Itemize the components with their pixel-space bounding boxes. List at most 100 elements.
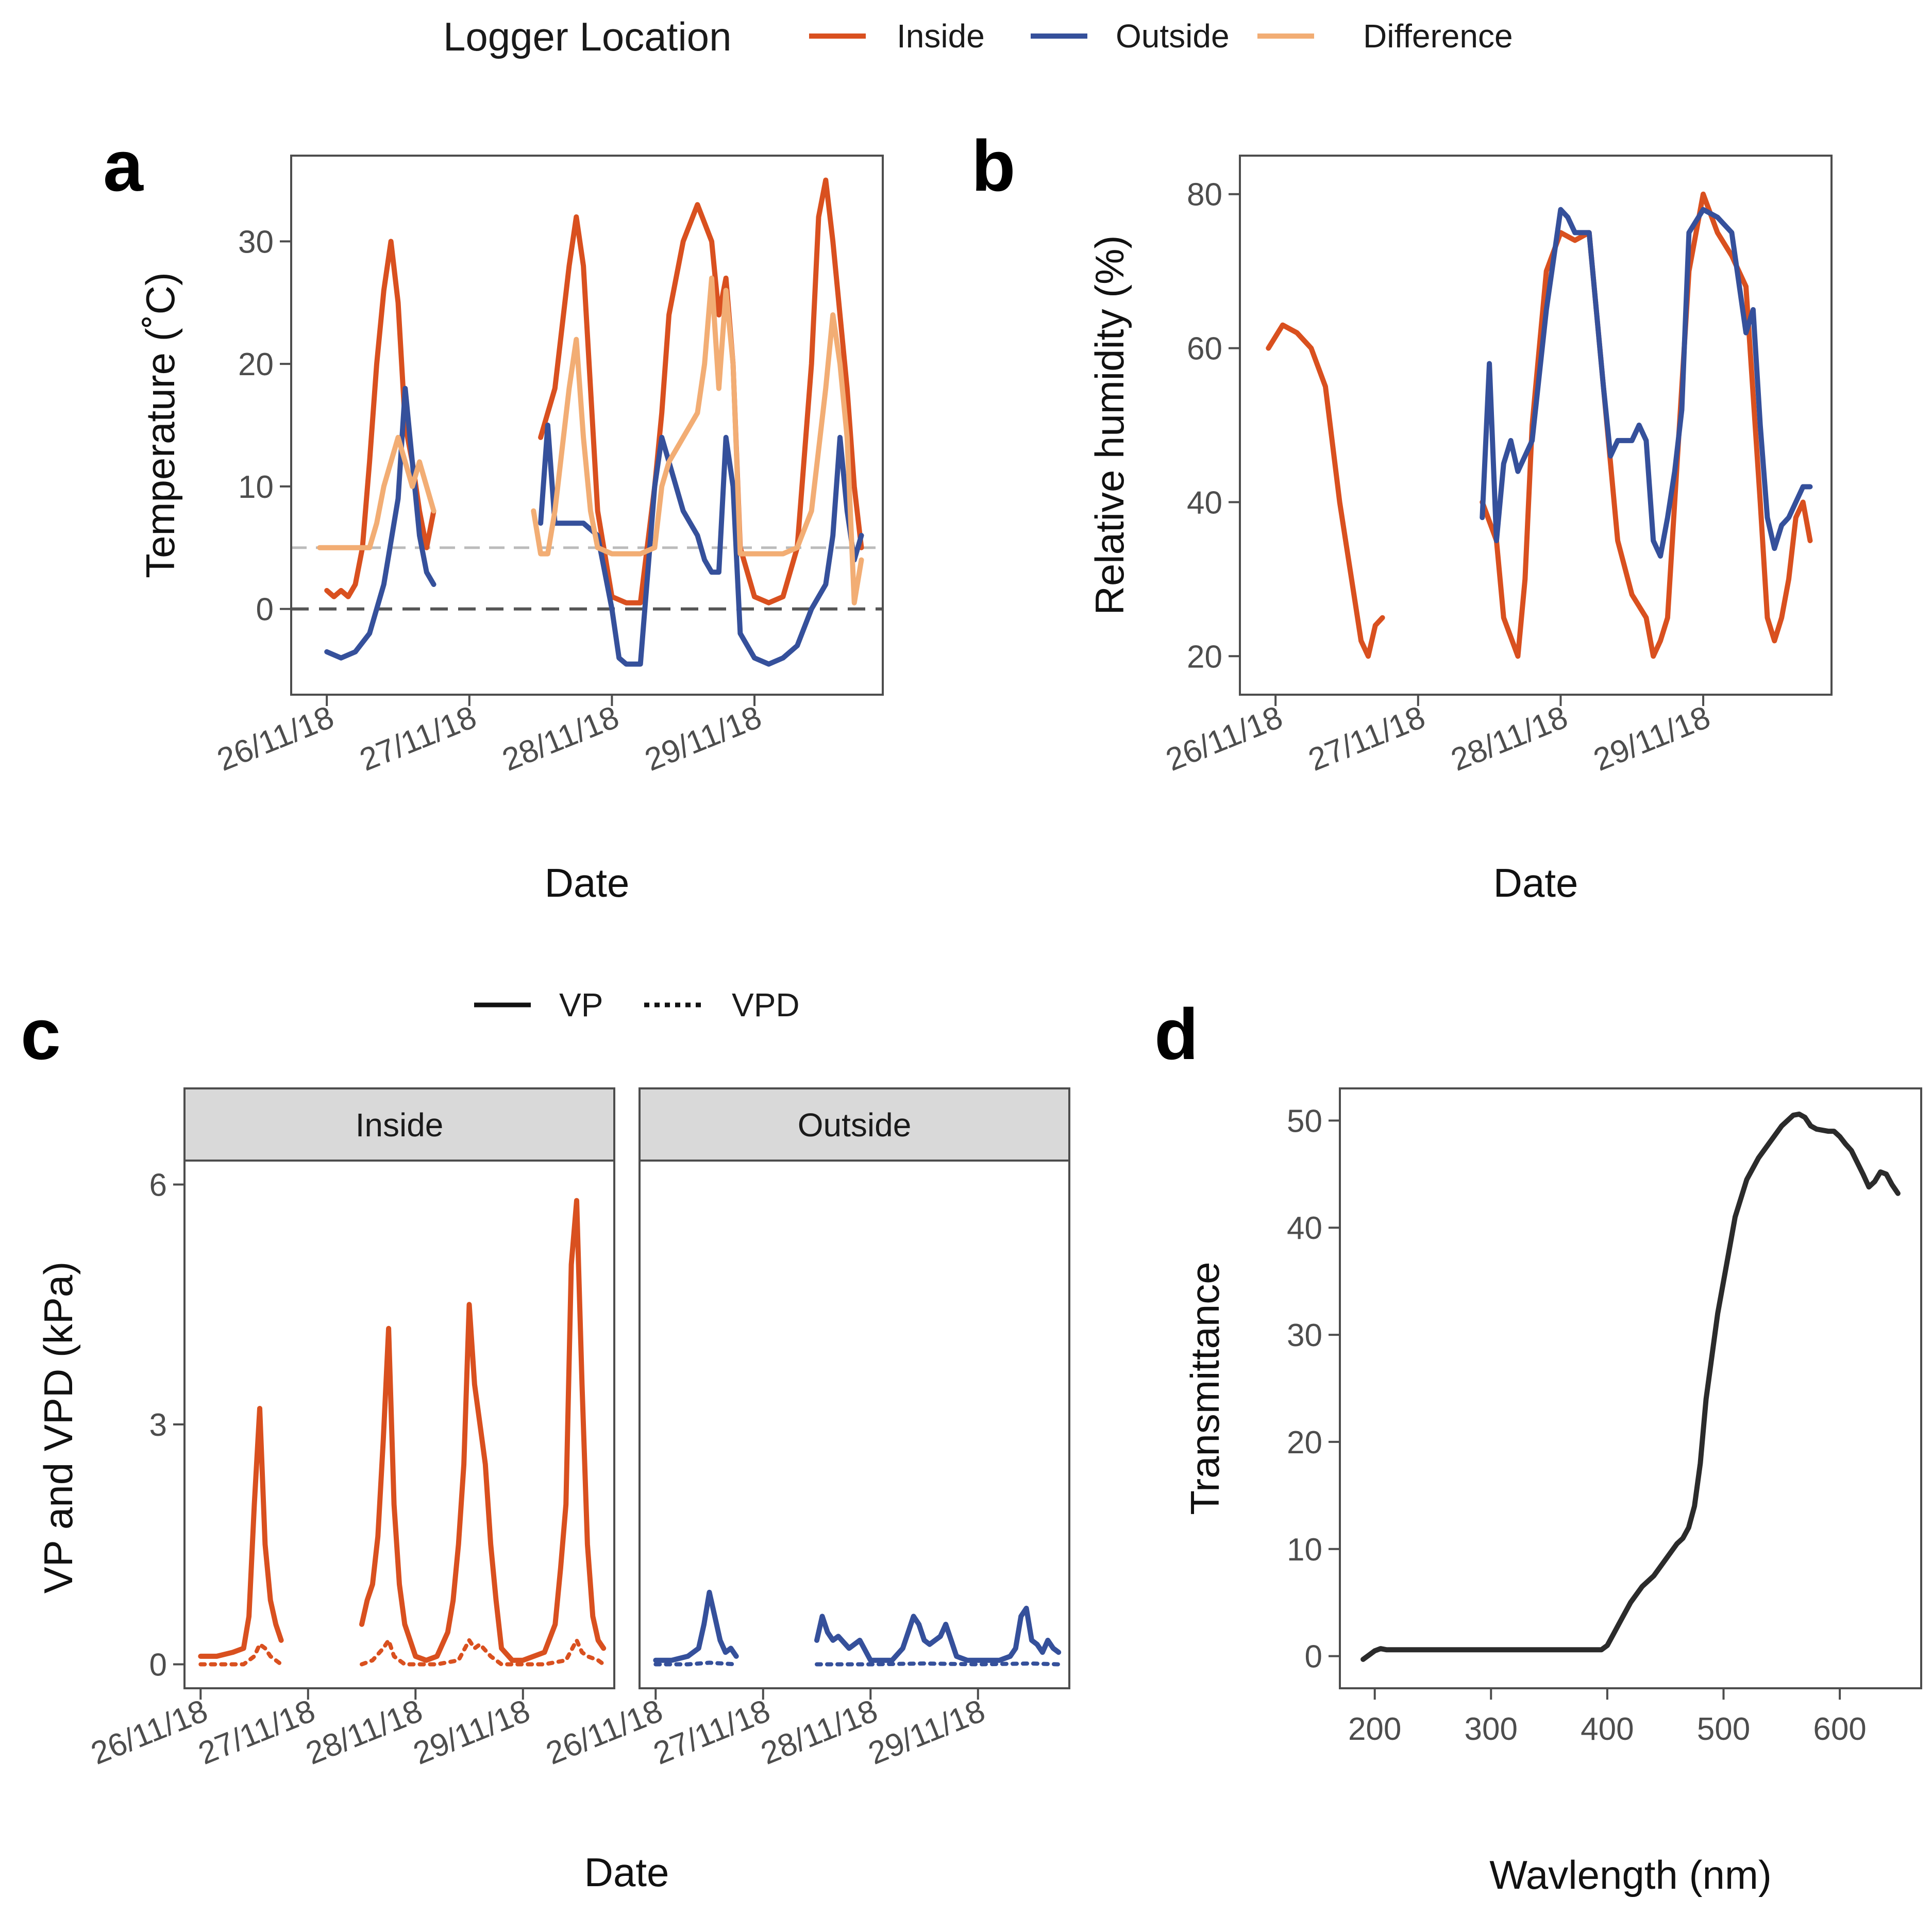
panel-c-inside-data [198, 1198, 607, 1667]
panel-b: 20 40 60 80 26/11/18 27/11/18 28/11/18 29/11/1… [1087, 155, 1833, 905]
panel-a: 0 10 20 30 26/11/18 27/11/18 28/11/18 29/11/18… [138, 155, 884, 905]
panel-d-y-title: Transmittance [1182, 1262, 1228, 1515]
panel-d-x-ticks: 200 300 400 500 600 [1348, 1688, 1867, 1747]
legend-c: VP VPD [474, 986, 800, 1023]
panel-c-outside-x-tick-label: 27/11/18 [649, 1693, 775, 1772]
panel-c-inside-series-vpd-line-2 [360, 1638, 606, 1667]
panel-c-inside-x-tick-label: 27/11/18 [194, 1693, 320, 1772]
legend-label-difference: Difference [1363, 18, 1513, 55]
panel-c-outside-series-vp-line-2 [814, 1605, 1062, 1663]
panel-a-y-tick-label: 10 [238, 469, 274, 505]
panel-a-series-outside-line-1 [324, 385, 436, 661]
panel-d-y-tick-label: 40 [1287, 1211, 1322, 1246]
panel-d-y-tick-label: 30 [1287, 1318, 1322, 1353]
legend-top: Logger Location Inside Outside Differenc… [443, 14, 1513, 59]
panel-c-outside-series-vp-line-1 [653, 1589, 739, 1663]
panel-d-data [1360, 1111, 1901, 1662]
panel-c-y-tick-label: 6 [149, 1168, 167, 1203]
panel-c-outside-data [653, 1589, 1062, 1667]
panel-c-inside-x-tick-label: 28/11/18 [301, 1693, 427, 1772]
panel-b-data [1266, 191, 1813, 659]
facet-strip-inside [183, 1087, 615, 1162]
panel-b-x-title: Date [1493, 860, 1578, 905]
panel-letter-b: b [971, 125, 1016, 206]
panel-c-y-tick-label: 3 [149, 1407, 167, 1443]
panel-c-outside-x-tick-label: 26/11/18 [541, 1693, 667, 1772]
panel-c-y-title: VP and VPD (kPa) [36, 1262, 81, 1594]
facet-strip-inside-label: Inside [356, 1106, 444, 1144]
panel-b-series-outside-line-1 [1480, 207, 1813, 559]
panel-b-x-tick-label: 29/11/18 [1589, 699, 1715, 778]
legend-label-inside: Inside [897, 18, 985, 55]
panel-d-y-tick-label: 20 [1287, 1425, 1322, 1460]
panel-d-series-transmittance-line-1 [1360, 1111, 1901, 1662]
panel-b-x-tick-label: 26/11/18 [1161, 699, 1287, 778]
panel-c-y-tick-label: 0 [149, 1647, 167, 1683]
panel-a-x-tick-label: 26/11/18 [212, 699, 339, 778]
panel-b-y-tick-label: 40 [1187, 485, 1222, 521]
panel-b-y-title: Relative humidity (%) [1087, 236, 1132, 615]
panel-c-inside-x-tick-label: 29/11/18 [409, 1693, 535, 1772]
panel-d-x-tick-label: 500 [1697, 1711, 1750, 1747]
panel-c-inside-series-vp-line-2 [359, 1198, 607, 1663]
panel-c: VP VPD Inside Outside 036 26/11/1827/11/… [36, 986, 1070, 1895]
panel-c-inside-x-tick-label: 26/11/18 [86, 1693, 212, 1772]
panel-a-data [291, 177, 883, 667]
panel-c-y-ticks: 0 3 6 [149, 1168, 184, 1683]
panel-c-inside-series-vp-line-1 [198, 1406, 284, 1659]
panel-d-x-title: Wavlength (nm) [1489, 1852, 1772, 1898]
panel-d: 0 10 20 30 40 50 200 300 400 500 600 Wavlength (n… [1182, 1087, 1922, 1898]
panel-d-x-tick-label: 400 [1581, 1711, 1634, 1747]
panel-a-y-title: Temperature (˚C) [138, 272, 183, 578]
panel-a-series-inside-line-2 [538, 177, 864, 606]
panel-b-y-tick-label: 60 [1187, 331, 1222, 367]
panel-a-y-tick-label: 30 [238, 224, 274, 260]
panel-d-x-tick-label: 200 [1348, 1711, 1401, 1747]
panel-a-series-inside-line-1 [324, 239, 436, 599]
panel-d-y-tick-label: 0 [1305, 1639, 1322, 1675]
panel-c-outside-x-tick-label: 28/11/18 [756, 1693, 882, 1772]
panel-a-x-tick-label: 27/11/18 [355, 699, 481, 778]
panel-d-y-tick-label: 10 [1287, 1532, 1322, 1568]
panel-a-series-outside-line-2 [538, 423, 864, 667]
panel-a-frame [290, 155, 884, 696]
legend-c-label-vpd: VPD [732, 986, 800, 1023]
panel-d-y-ticks: 0 10 20 30 40 50 [1287, 1103, 1340, 1675]
panel-d-y-tick-label: 50 [1287, 1103, 1322, 1139]
panel-letter-a: a [103, 125, 144, 206]
facet-strip-outside-label: Outside [798, 1106, 912, 1144]
panel-b-y-ticks: 20 40 60 80 [1187, 177, 1240, 675]
panel-c-x-title: Date [584, 1850, 669, 1895]
panel-b-y-tick-label: 80 [1187, 177, 1222, 213]
panel-b-y-tick-label: 20 [1187, 639, 1222, 675]
facet-strip-outside [639, 1087, 1070, 1162]
panel-d-x-tick-label: 600 [1813, 1711, 1866, 1747]
panel-b-frame [1239, 155, 1833, 696]
panel-letter-c: c [21, 994, 61, 1074]
panel-letter-d: d [1154, 994, 1199, 1074]
legend-label-outside: Outside [1116, 18, 1230, 55]
panel-b-series-inside-line-1 [1266, 322, 1385, 659]
panel-a-y-ticks: 0 10 20 30 [238, 224, 291, 628]
panel-c-outside-series-vpd-line-2 [815, 1661, 1061, 1667]
panel-a-y-tick-label: 0 [256, 592, 274, 628]
legend-title: Logger Location [443, 14, 731, 59]
panel-d-x-tick-label: 300 [1465, 1711, 1518, 1747]
panel-a-x-tick-label: 28/11/18 [497, 699, 624, 778]
panel-a-x-ticks: 26/11/18 27/11/18 28/11/18 29/11/18 [212, 695, 766, 778]
panel-a-x-tick-label: 29/11/18 [640, 699, 766, 778]
legend-c-label-vp: VP [559, 986, 603, 1023]
panel-d-frame [1339, 1087, 1922, 1689]
panel-b-x-ticks: 26/11/18 27/11/18 28/11/18 29/11/18 [1161, 695, 1715, 778]
panel-a-x-title: Date [545, 860, 630, 905]
panel-a-series-difference-line-1 [317, 434, 436, 550]
panel-c-outside-frame [639, 1160, 1070, 1689]
panel-a-series-difference-line-2 [531, 275, 864, 606]
panel-b-x-tick-label: 28/11/18 [1446, 699, 1572, 778]
panel-a-y-tick-label: 20 [238, 347, 274, 382]
panel-c-outside-x-tick-label: 29/11/18 [864, 1693, 990, 1772]
panel-c-outside-series-vpd-line-1 [653, 1660, 738, 1667]
